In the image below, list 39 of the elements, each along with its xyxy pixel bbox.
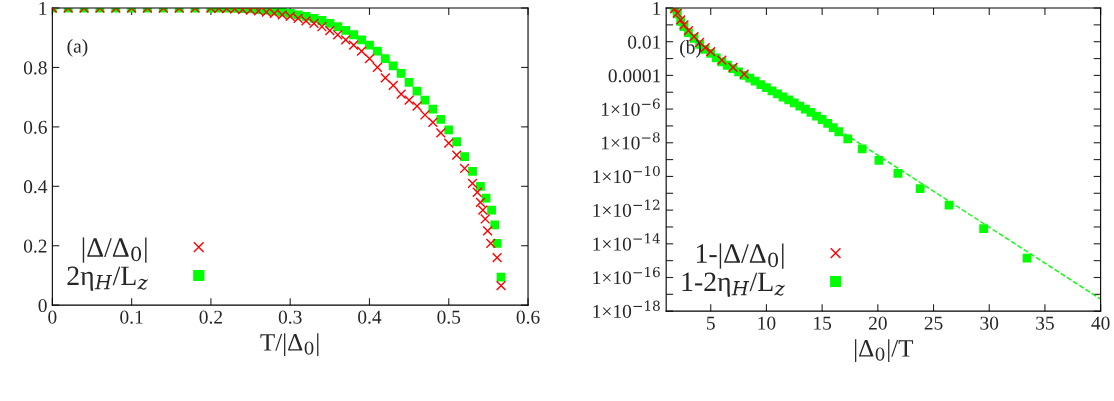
x-tick-label: 5 [707,316,715,330]
annotation: (b) [680,40,702,58]
legend-label: 1-|Δ/Δ$_{0}$| [696,243,784,269]
x-tick-label: 0.3 [278,310,302,324]
x-tick-label: 35 [1036,316,1054,330]
x-tick-label: 0.5 [437,310,461,324]
y-tick-label: 1×10$^{−8}$ [601,132,660,150]
y-tick-label: 1×10$^{−14}$ [593,233,661,251]
y-tick-label: 1×10$^{−6}$ [601,98,660,116]
legend-label: |Δ/Δ$_{0}$| [82,237,147,263]
y-tick-label: 0.8 [23,61,47,75]
x-tick-label: 0.2 [199,310,222,324]
y-tick-label: 0.6 [23,120,47,134]
y-tick-label: 1×10$^{−18}$ [593,300,660,318]
y-tick-label: 0.2 [23,239,47,253]
x-tick-label: 10 [758,316,776,330]
x-tick-label: 0.1 [120,310,143,324]
x-tick-label: 40 [1091,316,1110,330]
x-axis-title: T/|Δ$_{0}$| [260,333,319,356]
legend-label: 2η$_{H}$/L$_{z}$ [67,266,148,291]
y-tick-label: 0.4 [23,180,48,194]
x-tick-label: 25 [924,316,943,330]
y-tick-label: 1 [653,1,661,15]
legend-label: 1-2η$_{H}$/L$_{z}$ [682,272,785,297]
y-tick-label: 1×10$^{−12}$ [593,199,660,217]
y-tick-label: 1×10$^{−10}$ [593,165,660,184]
x-axis-title: |Δ$_{0}$|/T [855,339,914,362]
annotation: (a) [67,39,88,57]
x-tick-label: 30 [980,316,999,330]
x-tick-label: 15 [814,316,832,330]
y-tick-label: 1 [39,1,47,15]
y-tick-label: 0.01 [628,35,661,49]
y-tick-label: 0.0001 [608,69,661,83]
x-tick-label: 0 [48,310,57,324]
y-tick-label: 0 [38,298,47,313]
y-tick-label: 1×10$^{−16}$ [593,266,660,285]
x-tick-label: 0.4 [358,310,382,324]
x-tick-label: 0.6 [516,310,540,324]
x-tick-label: 20 [868,316,887,330]
